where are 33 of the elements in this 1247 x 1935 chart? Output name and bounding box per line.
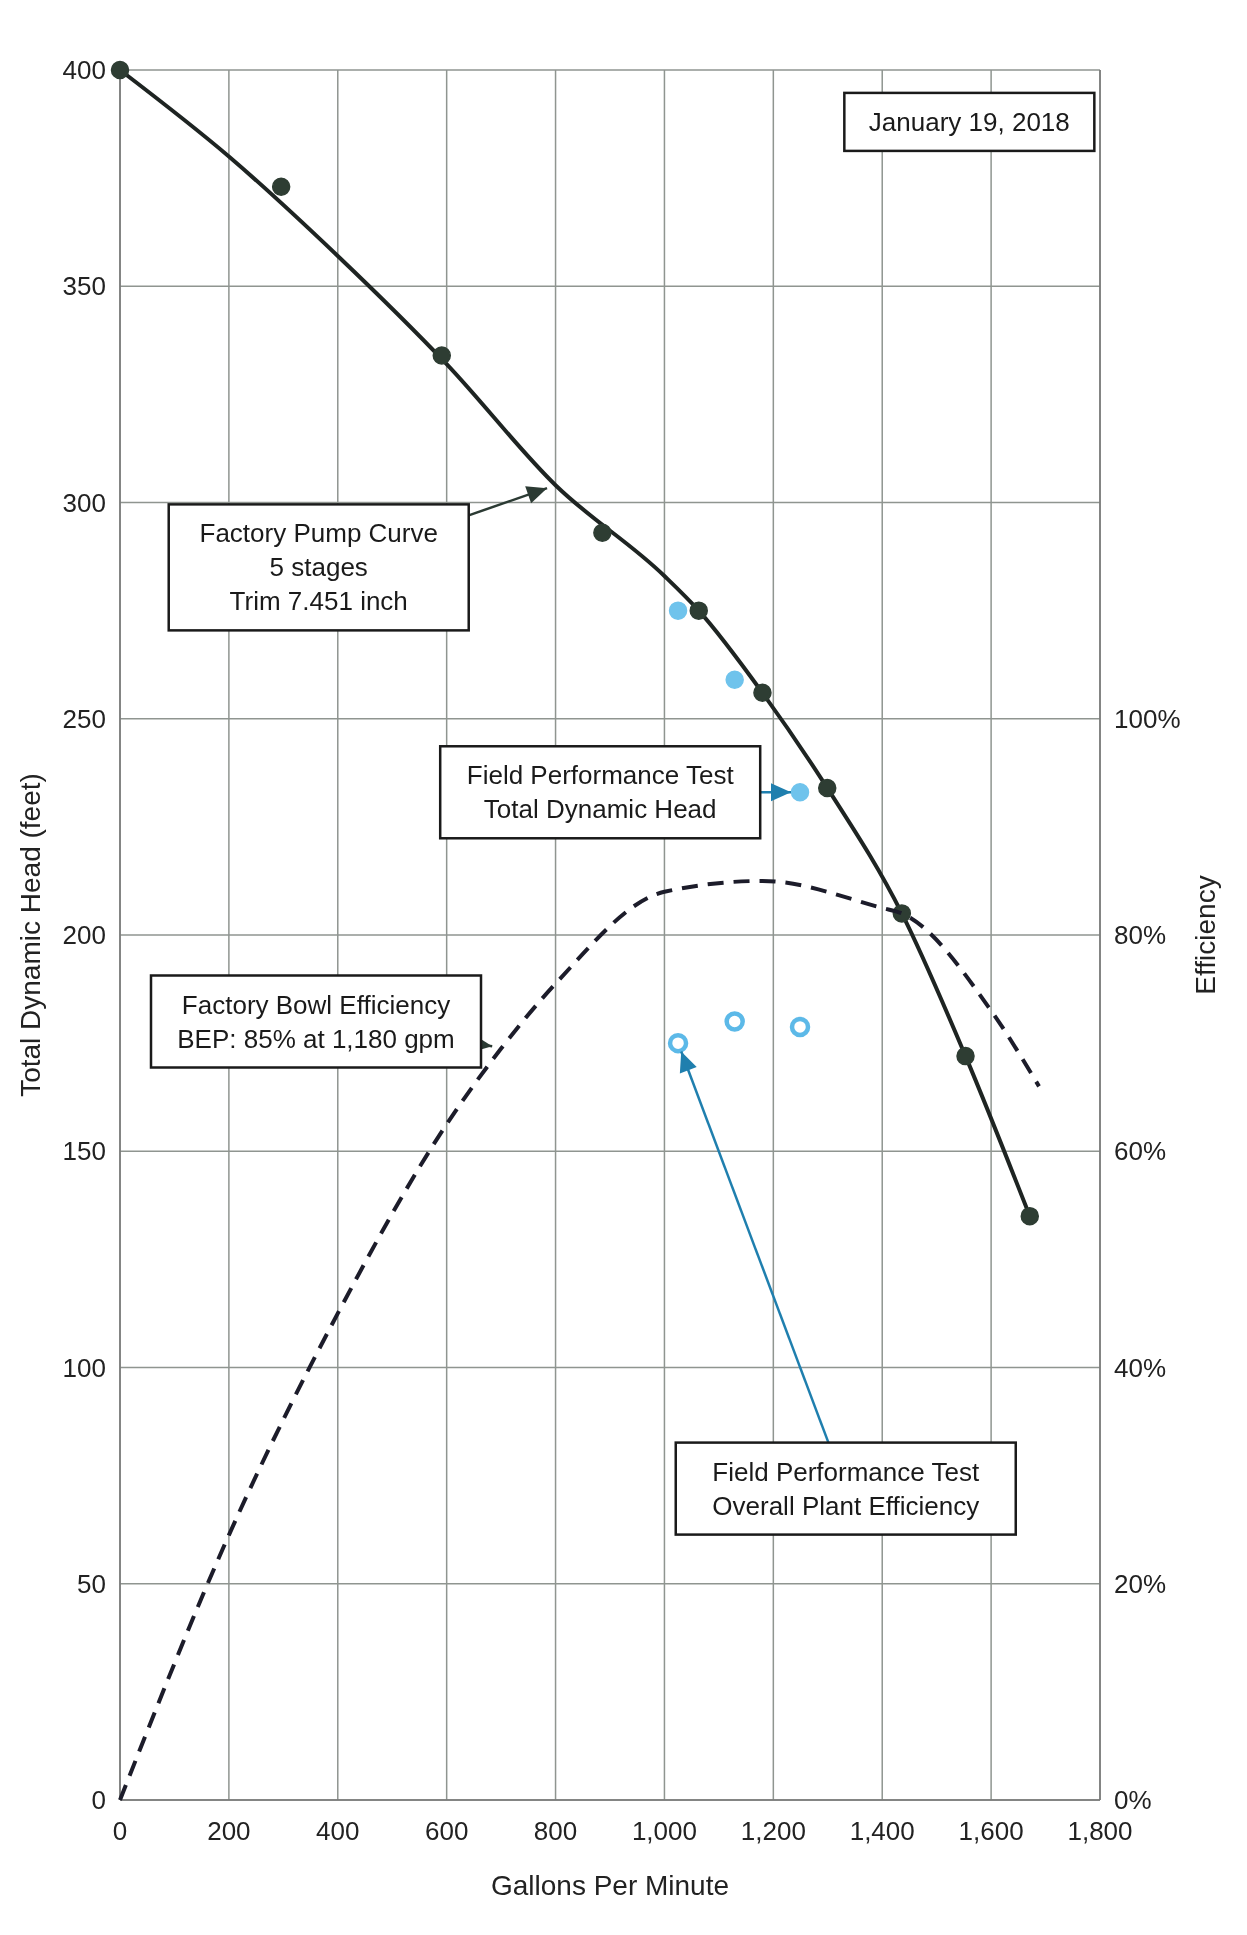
y2-tick-label: 40%	[1114, 1352, 1167, 1383]
x-tick-label: 0	[112, 1816, 128, 1846]
x-tick-label: 800	[533, 1816, 578, 1846]
y2-tick-label: 80%	[1114, 920, 1167, 951]
y-tick-label: 200	[62, 920, 106, 951]
x-tick-label: 1,400	[849, 1816, 915, 1846]
y-tick-label: 400	[62, 55, 106, 86]
x-tick-label: 400	[316, 1816, 360, 1846]
x-tick-label: 200	[207, 1816, 251, 1846]
y2-tick-label: 0%	[1114, 1785, 1152, 1816]
x-tick-label: 1,200	[740, 1816, 806, 1846]
annotation: Field Performance Test Total Dynamic Head	[466, 760, 735, 825]
x-tick-label: 1,800	[1067, 1816, 1133, 1846]
y-tick-label: 50	[77, 1568, 106, 1599]
y2-tick-label: 100%	[1114, 703, 1181, 734]
x-tick-label: 600	[424, 1816, 469, 1846]
y-tick-label: 100	[62, 1352, 106, 1383]
y2-axis-title: Efficiency	[1190, 875, 1221, 995]
y2-tick-label: 20%	[1114, 1568, 1167, 1599]
y-axis-title: Total Dynamic Head (feet)	[15, 773, 46, 1097]
y-tick-label: 0	[91, 1785, 106, 1816]
y-tick-label: 350	[62, 271, 106, 302]
annotation: Factory Pump Curve 5 stages Trim 7.451 inch	[199, 518, 438, 617]
x-tick-label: 1,000	[631, 1816, 697, 1846]
y-tick-label: 300	[62, 487, 106, 518]
annotation: Factory Bowl Efficiency BEP: 85% at 1,180 gpm	[177, 989, 455, 1054]
x-tick-label: 1,600	[958, 1816, 1024, 1846]
y-tick-label: 150	[62, 1136, 106, 1167]
annotation: Field Performance Test Overall Plant Efficiency	[712, 1456, 980, 1521]
y-tick-label: 250	[62, 703, 106, 734]
x-axis-title: Gallons Per Minute	[490, 1870, 730, 1901]
y2-tick-label: 60%	[1114, 1136, 1167, 1167]
annotation: January 19, 2018	[868, 107, 1070, 137]
